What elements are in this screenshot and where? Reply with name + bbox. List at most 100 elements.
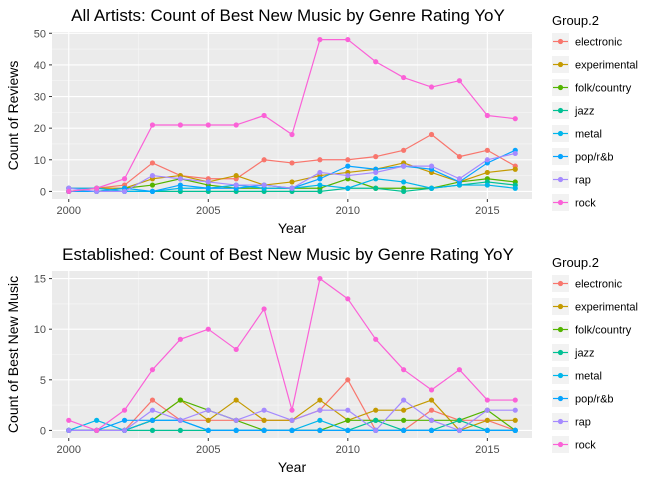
data-point <box>317 407 323 413</box>
y-tick-label: 50 <box>34 28 46 40</box>
legend-label: pop/r&b <box>575 394 614 406</box>
legend-label: experimental <box>575 302 638 314</box>
legend-item: pop/r&b <box>552 148 614 165</box>
data-point <box>401 179 407 185</box>
y-tick-label: 40 <box>34 60 46 72</box>
data-point <box>373 427 379 434</box>
data-point <box>484 169 490 176</box>
data-point <box>149 397 156 403</box>
data-point <box>401 74 407 81</box>
legend-label: electronic <box>575 37 623 49</box>
data-point <box>484 157 490 163</box>
data-point <box>428 387 435 393</box>
legend-label: rock <box>575 440 596 452</box>
data-point <box>94 427 100 434</box>
data-point <box>317 169 323 176</box>
legend-key-point <box>557 441 564 448</box>
data-point <box>345 427 351 434</box>
data-point <box>345 36 351 43</box>
data-point <box>233 182 239 188</box>
data-point <box>149 122 156 128</box>
data-point <box>149 160 156 166</box>
y-tick-label: 15 <box>34 274 46 286</box>
data-point <box>428 407 435 413</box>
data-point <box>456 417 463 423</box>
data-point <box>456 78 463 84</box>
data-point <box>484 407 490 413</box>
data-point <box>177 427 183 434</box>
data-point <box>373 185 379 191</box>
chart-title: Established: Count of Best New Music by … <box>62 245 514 264</box>
x-tick-label: 2000 <box>57 205 81 217</box>
legend-label: rap <box>575 417 591 429</box>
data-point <box>289 185 295 191</box>
data-point <box>401 397 407 403</box>
data-point <box>512 150 518 157</box>
legend-item: metal <box>552 125 602 142</box>
data-point <box>317 157 323 163</box>
chart-2: Established: Count of Best New Music by … <box>5 245 638 475</box>
data-point <box>317 397 323 403</box>
data-point <box>345 163 351 169</box>
data-point <box>233 172 239 179</box>
y-tick-label: 10 <box>34 155 46 167</box>
data-point <box>289 131 295 138</box>
data-point <box>345 407 351 413</box>
data-point <box>456 176 463 182</box>
data-point <box>261 306 267 312</box>
data-point <box>484 182 490 188</box>
legend-item: rock <box>552 436 596 453</box>
legend-item: metal <box>552 367 602 384</box>
legend-label: rock <box>575 198 596 210</box>
data-point <box>261 427 267 434</box>
x-tick-label: 2000 <box>57 444 81 456</box>
data-point <box>317 417 323 423</box>
data-point <box>177 122 183 128</box>
legend-key-point <box>557 280 564 287</box>
data-point <box>401 427 407 434</box>
data-point <box>289 407 295 413</box>
legend-item: electronic <box>552 275 623 292</box>
data-point <box>261 112 267 119</box>
data-point <box>149 427 156 434</box>
legend: Group.2 electronic experimental folk/countr… <box>552 13 638 211</box>
x-axis-title: Year <box>278 220 307 236</box>
data-point <box>401 407 407 413</box>
data-point <box>428 397 435 403</box>
data-point <box>233 397 239 403</box>
legend: Group.2 electronic experimental folk/countr… <box>552 255 638 453</box>
data-point <box>373 336 379 342</box>
legend-key-point <box>557 176 564 183</box>
legend-item: jazz <box>552 344 595 361</box>
data-point <box>205 326 211 332</box>
data-point <box>512 427 518 434</box>
data-point <box>177 417 183 423</box>
data-point <box>66 417 72 423</box>
data-point <box>233 122 239 128</box>
data-point <box>205 407 211 413</box>
data-point <box>177 176 183 182</box>
data-point <box>428 185 435 191</box>
legend-item: rap <box>552 171 591 188</box>
legend-title: Group.2 <box>552 255 599 270</box>
data-point <box>456 154 463 160</box>
x-tick-label: 2015 <box>475 444 499 456</box>
data-point <box>428 84 435 90</box>
data-point <box>149 367 156 373</box>
data-point <box>512 166 518 172</box>
plot-panel <box>52 32 532 199</box>
data-point <box>233 417 239 423</box>
data-point <box>149 417 156 423</box>
data-point <box>373 154 379 160</box>
legend-key-point <box>557 61 564 68</box>
legend-key-point <box>557 130 564 137</box>
data-point <box>121 407 128 413</box>
data-point <box>289 160 295 166</box>
data-point <box>373 176 379 182</box>
legend-label: jazz <box>574 348 595 360</box>
data-point <box>428 417 435 423</box>
data-point <box>66 427 72 434</box>
data-point <box>484 417 490 423</box>
x-tick-label: 2005 <box>196 444 220 456</box>
